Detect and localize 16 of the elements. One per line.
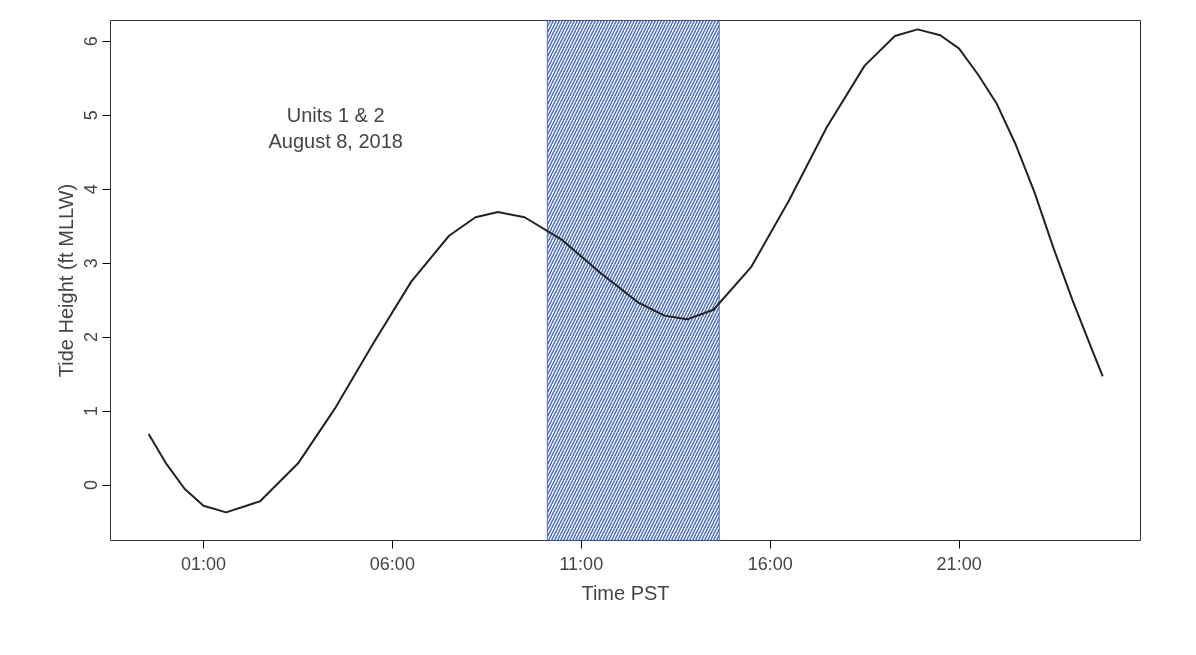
y-tick-label: 3 xyxy=(81,258,102,269)
x-tick-label: 06:00 xyxy=(369,553,415,574)
line-series xyxy=(147,28,1104,514)
y-tick-label: 2 xyxy=(81,332,102,343)
y-tick-label: 0 xyxy=(81,480,102,491)
y-tick-label: 5 xyxy=(81,110,102,121)
x-tick-label: 01:00 xyxy=(180,553,226,574)
y-tick-label: 1 xyxy=(81,406,102,417)
x-tick-label: 21:00 xyxy=(936,553,982,574)
annotation: Units 1 & 2 August 8, 2018 xyxy=(268,103,403,153)
y-axis-title: Tide Height (ft MLLW) xyxy=(54,183,77,378)
y-tick-label: 6 xyxy=(81,36,102,47)
y-tick-label: 4 xyxy=(81,184,102,195)
x-tick-label: 11:00 xyxy=(559,553,604,574)
x-tick-label: 16:00 xyxy=(747,553,793,574)
x-axis-title: Time PST xyxy=(581,581,670,604)
